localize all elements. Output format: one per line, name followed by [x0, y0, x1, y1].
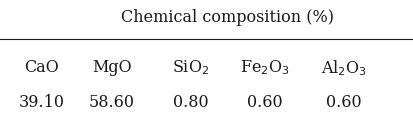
Text: Al$_2$O$_3$: Al$_2$O$_3$: [320, 58, 366, 77]
Text: 0.60: 0.60: [247, 94, 282, 111]
Text: Chemical composition (%): Chemical composition (%): [121, 9, 333, 26]
Text: Fe$_2$O$_3$: Fe$_2$O$_3$: [240, 58, 289, 77]
Text: SiO$_2$: SiO$_2$: [171, 58, 209, 77]
Text: 58.60: 58.60: [88, 94, 135, 111]
Text: MgO: MgO: [92, 59, 131, 76]
Text: 0.60: 0.60: [325, 94, 361, 111]
Text: CaO: CaO: [24, 59, 59, 76]
Text: 0.80: 0.80: [172, 94, 208, 111]
Text: 39.10: 39.10: [18, 94, 64, 111]
